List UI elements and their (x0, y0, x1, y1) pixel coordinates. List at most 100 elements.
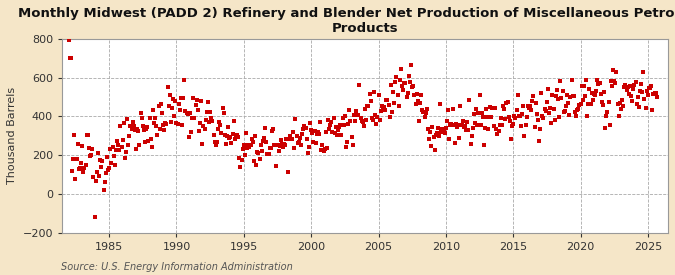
Point (97, 159, 108, 164)
Point (309, 129, 320, 134)
Point (264, 146, 275, 150)
Point (609, 79, 620, 83)
Point (155, 102, 166, 107)
Point (651, 95, 662, 99)
Point (67, 168, 78, 173)
Point (643, 93, 653, 97)
Point (594, 81, 605, 85)
Point (228, 119, 239, 123)
Point (289, 145, 300, 150)
Point (641, 89, 652, 93)
Point (574, 102, 585, 107)
Point (172, 122, 183, 126)
Point (261, 140, 271, 145)
Point (165, 120, 176, 124)
Point (174, 108, 185, 112)
Point (621, 88, 632, 92)
Point (81, 133, 92, 137)
Point (105, 147, 115, 152)
Point (521, 115, 532, 120)
Point (616, 107, 626, 111)
Point (262, 152, 273, 156)
Point (639, 97, 650, 101)
Point (160, 120, 171, 125)
Point (463, 128, 474, 133)
Point (68, 157, 79, 161)
Point (205, 109, 215, 114)
Point (82, 133, 93, 137)
Point (265, 146, 276, 151)
Point (506, 137, 516, 142)
Point (296, 142, 306, 147)
Point (450, 122, 461, 127)
Point (385, 83, 396, 88)
Point (88, 175, 99, 179)
Point (169, 114, 180, 118)
Point (495, 116, 506, 120)
Point (500, 117, 511, 121)
Point (221, 134, 232, 139)
Point (467, 126, 478, 131)
Point (589, 92, 599, 96)
Point (587, 98, 598, 102)
Point (292, 141, 303, 145)
Point (170, 99, 181, 103)
Point (140, 140, 151, 144)
Point (354, 83, 364, 87)
Point (224, 136, 235, 141)
Point (508, 122, 518, 127)
Point (180, 109, 191, 113)
Point (558, 109, 569, 114)
Point (605, 79, 616, 83)
Point (394, 104, 404, 108)
Point (158, 122, 169, 127)
Point (595, 91, 606, 96)
Point (550, 94, 561, 98)
Point (86, 153, 97, 157)
Point (636, 82, 647, 86)
Point (190, 103, 201, 107)
Point (274, 144, 285, 148)
Point (543, 87, 554, 91)
Point (348, 142, 358, 147)
Point (377, 107, 388, 112)
Point (468, 112, 479, 116)
Point (248, 158, 259, 163)
Point (256, 148, 267, 153)
Point (263, 151, 274, 156)
Point (566, 78, 577, 82)
Point (648, 92, 659, 96)
Point (72, 157, 82, 161)
Point (441, 126, 452, 131)
Point (453, 123, 464, 128)
Point (392, 93, 403, 97)
Point (592, 78, 603, 82)
Point (329, 131, 340, 136)
Point (358, 124, 369, 128)
Point (387, 110, 398, 114)
Point (379, 105, 389, 109)
Point (414, 101, 425, 105)
Point (148, 121, 159, 125)
Point (235, 164, 246, 169)
Point (443, 108, 454, 112)
Point (620, 83, 631, 87)
Point (411, 92, 422, 96)
Point (77, 144, 88, 148)
Point (298, 127, 308, 131)
Point (114, 148, 125, 153)
Point (165, 93, 176, 97)
Point (70, 177, 81, 181)
Point (416, 93, 427, 97)
Point (573, 106, 584, 111)
Point (624, 91, 634, 96)
Point (340, 113, 350, 118)
Point (612, 102, 623, 107)
Point (364, 92, 375, 96)
Point (132, 127, 142, 131)
Point (518, 104, 529, 108)
Point (464, 98, 475, 103)
Point (455, 104, 466, 108)
Point (151, 124, 162, 128)
Point (452, 125, 462, 130)
